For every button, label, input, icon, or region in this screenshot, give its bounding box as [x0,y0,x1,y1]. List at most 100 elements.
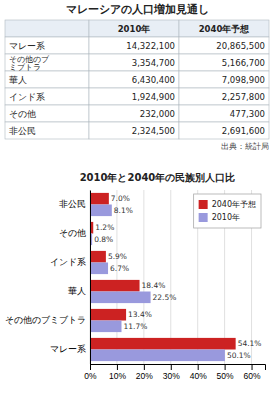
y-tick: マレー系 [50,344,90,354]
x-tick: 0% [84,364,97,381]
chart-svg: マレーシアの人口増加見通し 2010年 2040年予想マレー系 14,322,100 2… [0,0,275,400]
table-value: 2,324,500 [132,126,175,136]
table-value: 2,691,600 [222,126,265,136]
legend: 2040年予想2010年 [194,194,261,228]
table-value-cell [179,122,269,139]
table-value: 5,166,700 [222,58,265,68]
bar [90,350,225,362]
table-row-label: マレー系 [9,41,45,51]
bar [90,292,151,304]
x-tick-mark [225,364,226,370]
bar [90,193,109,205]
data-label: 22.5% [153,293,177,302]
data-label: 11.7% [124,322,148,331]
x-tick-label: 0% [84,371,97,381]
x-tick: 40% [190,364,207,381]
data-label: 5.9% [108,252,127,261]
table-row-label: その他のブミブトラ [9,54,50,71]
table-title: マレーシアの人口増加見通し [66,3,209,16]
table-value-cell [179,71,269,88]
grid-line [90,190,91,364]
table-cell [5,105,89,122]
legend-swatch [199,213,208,222]
x-tick: 60% [244,364,261,381]
table-row-label: インド系 [9,92,45,102]
data-label: 13.4% [128,310,152,319]
bar [90,280,140,292]
data-label: 7.0% [111,194,130,203]
y-tick: 非公民 [59,199,90,209]
y-tick-label: 華人 [68,286,86,296]
x-tick: 50% [217,364,234,381]
table-value-cell [179,54,269,71]
legend-swatch [199,200,208,209]
x-tick-mark [252,364,253,370]
table-value: 7,098,900 [222,75,265,85]
table-value-cell [179,105,269,122]
x-tick-label: 30% [163,371,180,381]
x-axis: 0% 10% 20% 30% 40% 50% 60% [84,364,265,381]
table-value-cell [89,37,179,54]
table-value: 3,354,700 [132,58,175,68]
table-row-label: 華人 [9,75,27,85]
table-cell [5,88,89,105]
x-tick: 20% [136,364,153,381]
x-tick-mark [117,364,118,370]
table-value-cell [179,88,269,105]
data-label: 18.4% [142,281,166,290]
bar [90,321,122,333]
x-tick-mark [171,364,172,370]
y-tick-label: その他 [59,228,86,238]
legend-label: 2010年 [212,213,240,222]
x-tick-label: 60% [244,371,261,381]
table-source: 出典：統計局 [221,142,269,151]
table-value-cell [89,71,179,88]
table-value: 14,322,100 [126,41,175,51]
bar [90,263,108,275]
table-value-cell [89,88,179,105]
table-value: 2,257,800 [222,92,265,102]
table-header-cell [5,20,89,37]
x-tick-mark [198,364,199,370]
bar [90,338,236,350]
y-tick-label: 非公民 [59,199,86,209]
table-value-cell [89,122,179,139]
x-tick-mark [144,364,145,370]
bar [90,205,112,217]
grid [90,190,252,364]
data-labels: 7.0%1.2%5.9%18.4%13.4%54.1%8.1%0.8%6.7%2… [94,194,261,360]
y-tick: インド系 [50,257,90,267]
table-header-cell [89,20,179,37]
table-value-cell [89,54,179,71]
table-row-label: その他 [9,109,36,119]
legend-frame [194,194,261,228]
x-tick-label: 20% [136,371,153,381]
y-tick: その他のブミブトラ [5,315,90,325]
bar [90,309,126,321]
y-tick-label: インド系 [50,257,86,267]
table-cell [5,122,89,139]
y-axis-line [90,191,91,365]
x-tick: 30% [163,364,180,381]
table: マレーシアの人口増加見通し2010年2040年予想マレー系14,322,1002… [5,3,269,151]
table-value: 477,300 [230,109,265,119]
table-value: 6,430,400 [132,75,175,85]
y-tick-label: その他のブミブトラ [5,315,86,325]
table-header: 2040年予想 [199,24,251,34]
chart-title: 2010年と2040年の民族別人口比 [80,172,236,183]
table-value: 232,000 [140,109,175,119]
bar-chart: 2010年と2040年の民族別人口比 7.0% 1.2% 5.9% 18.4% 13.4%… [5,172,266,381]
x-tick: 10% [109,364,126,381]
data-label: 1.2% [95,223,114,232]
y-tick: その他 [59,228,90,238]
x-tick-label: 50% [217,371,234,381]
x-axis-line [91,365,266,371]
x-tick-label: 10% [109,371,126,381]
table-cell [5,54,89,71]
y-tick-label: マレー系 [50,344,86,354]
table-row-label: 非公民 [9,126,36,136]
data-label: 54.1% [238,339,262,348]
data-label: 6.7% [110,264,129,273]
y-axis: 非公民その他インド系華人その他のブミブトラマレー系 [5,191,91,365]
table-value-cell [179,37,269,54]
